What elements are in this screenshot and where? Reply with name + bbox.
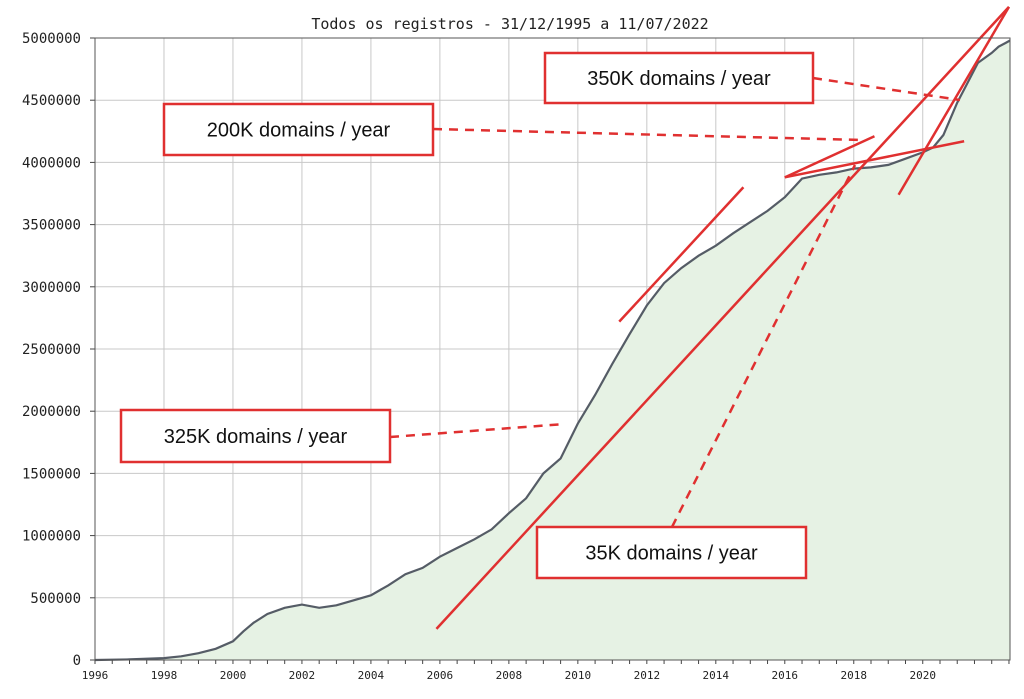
x-tick-label: 2020	[909, 669, 936, 682]
y-tick-label: 5000000	[22, 31, 81, 47]
x-tick-label: 2016	[772, 669, 799, 682]
annotation-box: 200K domains / year	[162, 102, 863, 157]
chart-title: Todos os registros - 31/12/1995 a 11/07/…	[311, 15, 708, 33]
annotation-leader	[812, 76, 961, 102]
x-tick-label: 2014	[703, 669, 730, 682]
x-tick-label: 2008	[496, 669, 523, 682]
annotations: 350K domains / year 200K domains / year 32…	[119, 51, 961, 580]
annotation-frame	[119, 408, 392, 464]
annotation-frame	[535, 525, 808, 580]
trendline	[784, 135, 875, 179]
y-tick-label: 3000000	[22, 280, 81, 296]
x-tick-label: 1996	[82, 669, 109, 682]
registrations-line	[94, 39, 1011, 662]
x-tick-label: 2012	[634, 669, 661, 682]
y-tick-label: 1000000	[22, 529, 81, 545]
x-tick-label: 2010	[565, 669, 592, 682]
trendline	[784, 140, 965, 179]
area-fill	[95, 40, 1010, 660]
y-tick-label: 4000000	[22, 155, 81, 171]
annotation-box: 35K domains / year	[535, 164, 857, 580]
y-tick-label: 2000000	[22, 404, 81, 420]
x-tick-label: 2018	[841, 669, 868, 682]
y-tick-label: 3500000	[22, 218, 81, 234]
y-tick-label: 2500000	[22, 342, 81, 358]
annotation-leader	[432, 127, 863, 142]
x-tick-label: 2002	[289, 669, 316, 682]
annotation-label: 35K domains / year	[585, 543, 758, 565]
x-tick-label: 2000	[220, 669, 247, 682]
y-tick-label: 1500000	[22, 466, 81, 482]
area-series	[94, 39, 1011, 662]
annotation-box: 325K domains / year	[119, 408, 566, 464]
annotation-label: 200K domains / year	[207, 120, 391, 142]
x-tick-label: 1998	[151, 669, 178, 682]
trendline	[618, 186, 745, 323]
y-tick-label: 0	[73, 653, 81, 669]
annotation-leader	[389, 422, 566, 439]
annotation-label: 325K domains / year	[164, 426, 348, 448]
x-tick-label: 2006	[427, 669, 454, 682]
x-tick-label: 2004	[358, 669, 385, 682]
annotation-label: 350K domains / year	[587, 68, 771, 90]
annotation-box: 350K domains / year	[543, 51, 961, 105]
y-tick-label: 500000	[30, 591, 81, 607]
plot-frame	[94, 37, 1011, 661]
trendline	[435, 6, 1010, 630]
y-tick-label: 4500000	[22, 93, 81, 109]
axes: 0 500000 1000000 1500000 2000000 2500000 30000…	[22, 31, 1011, 682]
annotation-leader	[670, 164, 857, 528]
annotation-frame	[543, 51, 815, 105]
annotation-frame	[162, 102, 435, 157]
